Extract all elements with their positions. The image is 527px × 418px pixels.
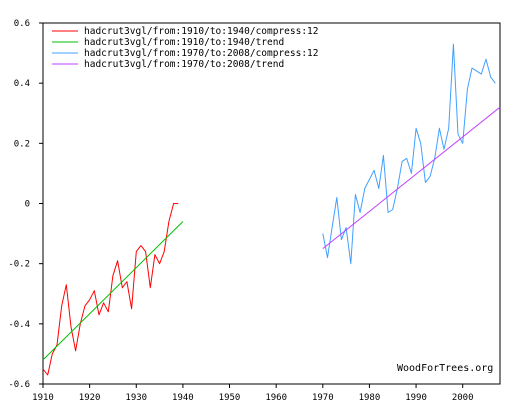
y-tick-label: -0.4 <box>8 320 30 330</box>
x-tick-label: 2000 <box>452 393 474 403</box>
x-tick-label: 1980 <box>359 393 381 403</box>
x-tick-label: 1940 <box>172 393 194 403</box>
legend-label-1: hadcrut3vgl/from:1910/to:1940/compress:1… <box>84 26 319 37</box>
series-line-2 <box>42 221 184 361</box>
legend-label-2: hadcrut3vgl/from:1910/to:1940/trend <box>84 37 284 48</box>
series-line-3 <box>322 43 496 265</box>
y-tick-label: 0 <box>25 200 30 210</box>
y-tick-label: -0.2 <box>8 260 30 270</box>
x-tick-label: 1990 <box>405 393 427 403</box>
y-tick-label: 0.6 <box>14 19 30 29</box>
legend-item-3: hadcrut3vgl/from:1970/to:2008/compress:1… <box>52 48 319 59</box>
y-tick-label: -0.6 <box>8 380 30 390</box>
series-line-1 <box>42 203 179 376</box>
legend-item-4: hadcrut3vgl/from:1970/to:2008/trend <box>52 59 284 70</box>
x-tick-label: 1910 <box>32 393 54 403</box>
x-tick-label: 1930 <box>125 393 147 403</box>
legend: hadcrut3vgl/from:1910/to:1940/compress:1… <box>52 26 319 70</box>
y-tick-label: 0.2 <box>14 139 30 149</box>
legend-label-3: hadcrut3vgl/from:1970/to:2008/compress:1… <box>84 48 319 59</box>
series-line-4 <box>322 106 501 249</box>
x-tick-label: 1920 <box>79 393 101 403</box>
legend-item-1: hadcrut3vgl/from:1910/to:1940/compress:1… <box>52 26 319 37</box>
plot-frame <box>42 22 501 385</box>
x-tick-label: 1960 <box>265 393 287 403</box>
y-tick-label: 0.4 <box>14 79 30 89</box>
x-tick-label: 1970 <box>312 393 334 403</box>
x-tick-label: 1950 <box>219 393 241 403</box>
attribution-text: WoodForTrees.org <box>397 363 493 374</box>
legend-item-2: hadcrut3vgl/from:1910/to:1940/trend <box>52 37 284 48</box>
legend-label-4: hadcrut3vgl/from:1970/to:2008/trend <box>84 59 284 70</box>
